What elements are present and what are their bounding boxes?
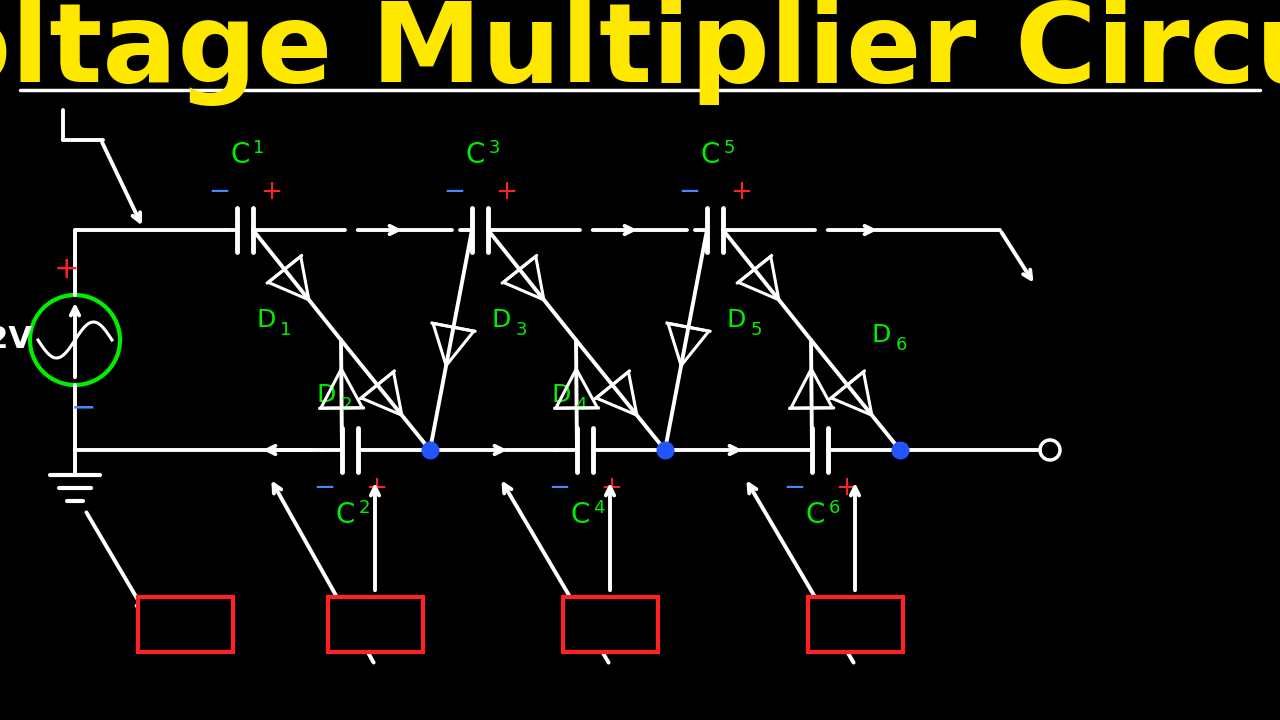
Text: 2: 2 xyxy=(358,499,370,517)
Text: 48V: 48V xyxy=(573,608,646,642)
Text: D: D xyxy=(552,383,571,407)
Text: −: − xyxy=(312,475,335,501)
Text: +: + xyxy=(54,256,79,284)
Text: C: C xyxy=(335,501,355,529)
Text: +: + xyxy=(835,475,858,501)
Text: C: C xyxy=(466,141,485,169)
Text: 6: 6 xyxy=(895,336,906,354)
Text: Voltage Multiplier Circuit: Voltage Multiplier Circuit xyxy=(0,0,1280,106)
FancyBboxPatch shape xyxy=(563,597,658,652)
Text: +: + xyxy=(260,179,282,205)
Text: D: D xyxy=(872,323,891,347)
Text: C: C xyxy=(700,141,719,169)
Text: −: − xyxy=(678,179,700,205)
Text: 4: 4 xyxy=(593,499,604,517)
FancyBboxPatch shape xyxy=(328,597,422,652)
FancyBboxPatch shape xyxy=(138,597,233,652)
Text: D: D xyxy=(316,383,335,407)
Text: −: − xyxy=(783,475,805,501)
Text: D: D xyxy=(492,308,511,332)
Text: −: − xyxy=(70,394,96,423)
Text: 4: 4 xyxy=(575,396,586,414)
Text: 1: 1 xyxy=(253,139,265,157)
Text: 24V: 24V xyxy=(339,608,411,642)
Text: D: D xyxy=(726,308,746,332)
Text: 5: 5 xyxy=(750,321,762,339)
Text: +: + xyxy=(600,475,622,501)
Text: D: D xyxy=(256,308,275,332)
Text: 2: 2 xyxy=(340,396,352,414)
Text: C: C xyxy=(230,141,250,169)
Text: +: + xyxy=(730,179,753,205)
Text: +: + xyxy=(495,179,517,205)
Text: C: C xyxy=(805,501,824,529)
Text: 3: 3 xyxy=(488,139,499,157)
Text: 5: 5 xyxy=(723,139,735,157)
Text: 1: 1 xyxy=(280,321,292,339)
Text: −: − xyxy=(443,179,465,205)
FancyBboxPatch shape xyxy=(808,597,902,652)
Text: 0V: 0V xyxy=(160,608,210,642)
Text: 6: 6 xyxy=(828,499,840,517)
Text: C: C xyxy=(571,501,590,529)
Text: −: − xyxy=(207,179,230,205)
Text: −: − xyxy=(548,475,570,501)
Text: 12V: 12V xyxy=(0,325,33,354)
Text: +: + xyxy=(365,475,387,501)
Text: 72V: 72V xyxy=(819,608,891,642)
Text: 3: 3 xyxy=(516,321,527,339)
